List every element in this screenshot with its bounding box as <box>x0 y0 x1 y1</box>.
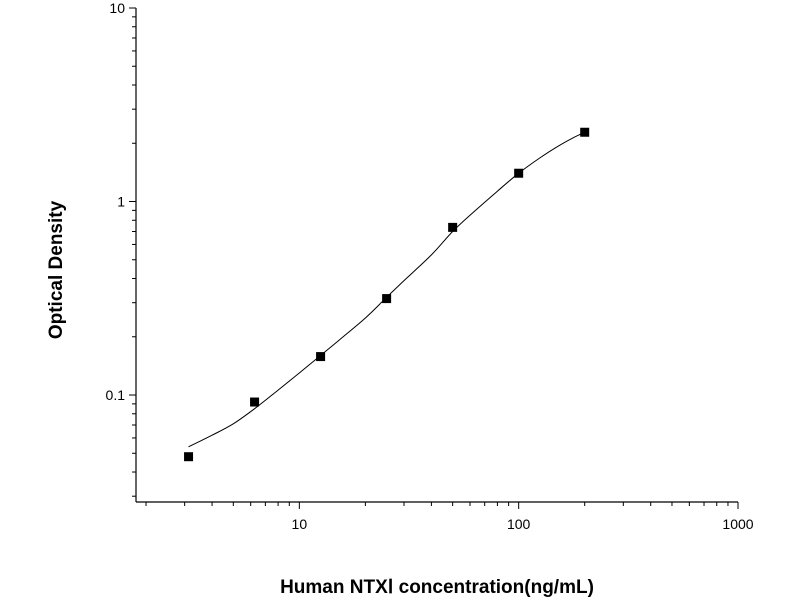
y-tick-label: 10 <box>109 0 125 16</box>
y-tick-label: 0.1 <box>106 387 126 403</box>
y-axis-title: Optical Density <box>46 200 67 339</box>
fit-curve-line <box>188 131 585 448</box>
data-point <box>184 452 194 462</box>
data-point <box>250 397 260 407</box>
data-point <box>580 127 590 137</box>
x-tick-label: 100 <box>507 516 531 532</box>
y-axis-ticks: 0.1 1 10 <box>106 0 136 497</box>
data-points <box>184 127 590 462</box>
data-point <box>316 352 326 362</box>
x-axis-ticks: 10 100 1000 <box>145 502 754 532</box>
plot-area: 0.1 1 10 10 100 1000 <box>106 0 754 532</box>
data-point <box>448 222 458 232</box>
x-axis-title: Human NTXⅠ concentration(ng/mL) <box>280 577 594 598</box>
data-point <box>514 168 524 178</box>
y-tick-label: 1 <box>117 194 125 210</box>
data-point <box>382 294 392 304</box>
x-tick-label: 10 <box>292 516 308 532</box>
x-tick-label: 1000 <box>722 516 753 532</box>
